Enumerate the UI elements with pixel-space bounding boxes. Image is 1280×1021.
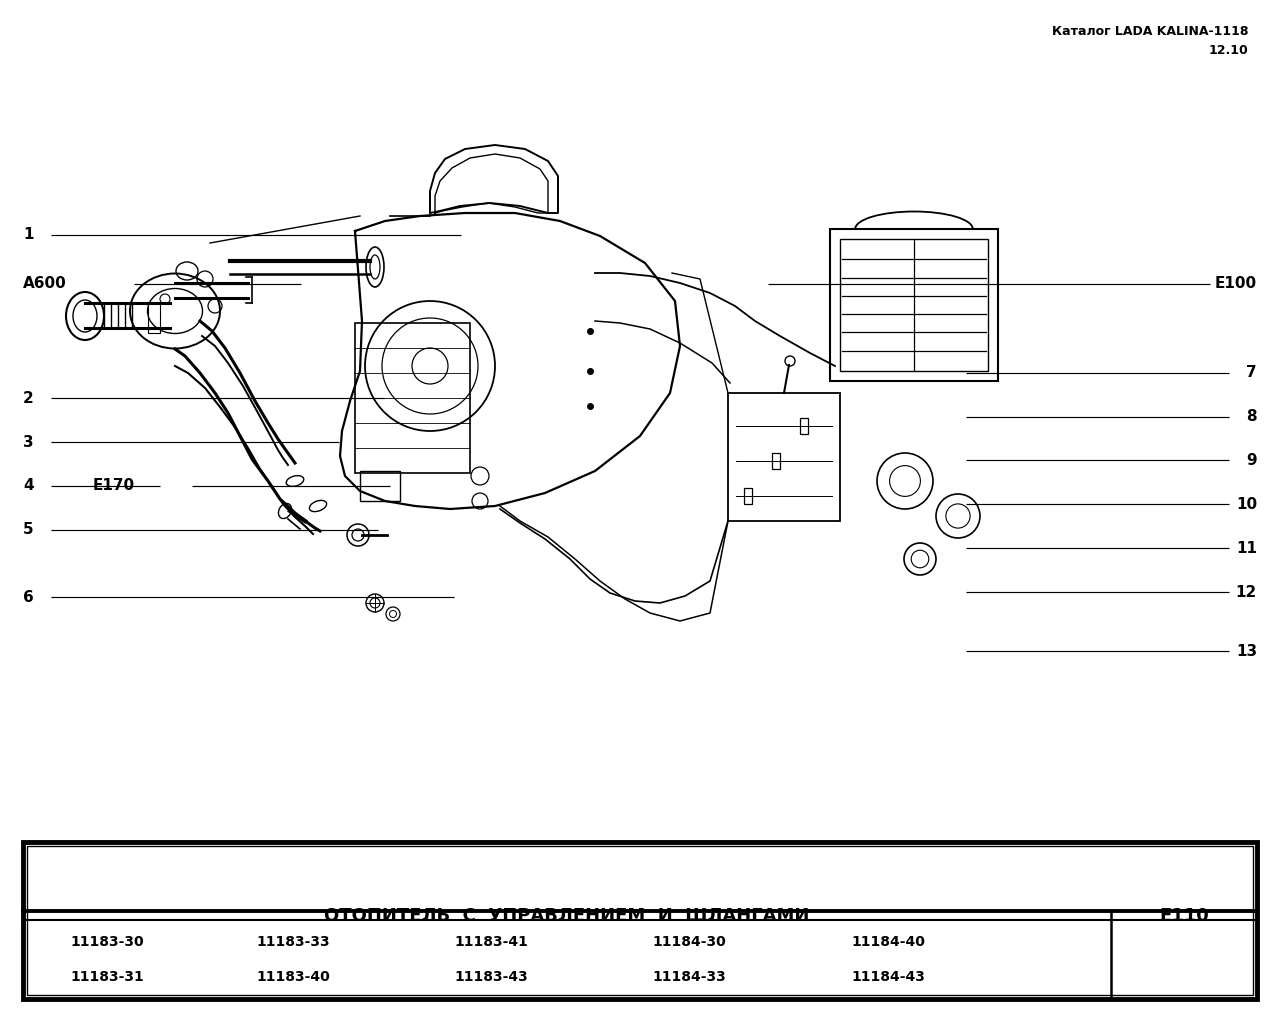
Bar (27, 846, 1253, 994)
Text: Каталог LADA KALINA-1118: Каталог LADA KALINA-1118 (1051, 25, 1248, 38)
Text: 11183-41: 11183-41 (454, 935, 529, 950)
Text: 3: 3 (23, 435, 33, 449)
Text: E110: E110 (1160, 907, 1208, 925)
Text: 12.10: 12.10 (1208, 44, 1248, 57)
Bar (148, 303, 160, 333)
Bar (800, 418, 808, 434)
Text: 1: 1 (23, 228, 33, 242)
Text: 11183-30: 11183-30 (70, 935, 145, 950)
Text: 5: 5 (23, 523, 33, 537)
Text: 4: 4 (23, 479, 33, 493)
Text: 8: 8 (1247, 409, 1257, 424)
Bar (728, 393, 840, 521)
Bar (360, 471, 399, 501)
Text: 11184-43: 11184-43 (851, 970, 925, 983)
Bar (744, 488, 753, 504)
Text: 13: 13 (1235, 644, 1257, 659)
Text: 2: 2 (23, 391, 33, 405)
Bar (772, 453, 780, 469)
Bar (829, 229, 998, 381)
Text: 7: 7 (1247, 366, 1257, 380)
Text: 6: 6 (23, 590, 33, 604)
Bar (355, 323, 470, 473)
Text: 9: 9 (1247, 453, 1257, 468)
Text: 11: 11 (1236, 541, 1257, 555)
Text: 11184-40: 11184-40 (851, 935, 925, 950)
Text: 11184-33: 11184-33 (653, 970, 727, 983)
Bar (840, 239, 988, 371)
Text: 10: 10 (1235, 497, 1257, 512)
Text: E100: E100 (1215, 277, 1257, 291)
Text: 12: 12 (1235, 585, 1257, 599)
Text: E170: E170 (92, 479, 134, 493)
Text: 11183-33: 11183-33 (256, 935, 330, 950)
Text: ОТОПИТЕЛЬ  С  УПРАВЛЕНИЕМ  И  ШЛАНГАМИ: ОТОПИТЕЛЬ С УПРАВЛЕНИЕМ И ШЛАНГАМИ (324, 907, 810, 925)
Text: A600: A600 (23, 277, 67, 291)
Text: 11183-31: 11183-31 (70, 970, 145, 983)
Text: 11184-30: 11184-30 (653, 935, 727, 950)
Bar (23, 842, 1257, 999)
Text: 11183-40: 11183-40 (256, 970, 330, 983)
Text: 11183-43: 11183-43 (454, 970, 529, 983)
